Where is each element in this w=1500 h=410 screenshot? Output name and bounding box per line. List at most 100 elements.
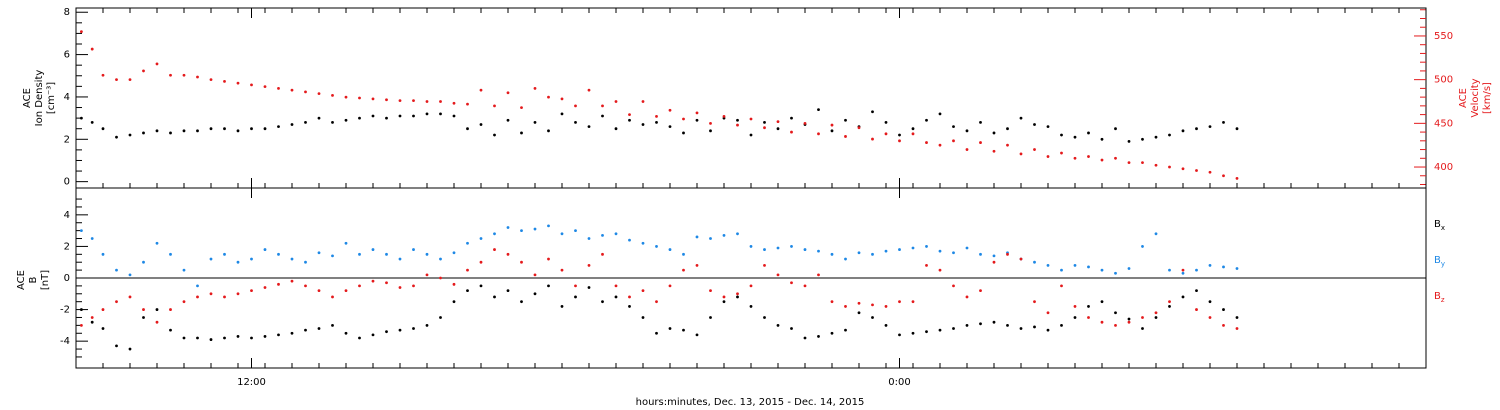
velocity-point [1073, 156, 1077, 160]
bx-point [830, 331, 834, 335]
velocity-point [952, 139, 955, 143]
velocity-point [857, 126, 861, 130]
density-point [506, 118, 510, 122]
by-point [1141, 245, 1144, 248]
by-point [871, 252, 874, 256]
bz-point [223, 295, 226, 299]
by-point [709, 237, 712, 240]
bx-point [169, 328, 172, 332]
bz-point [884, 305, 888, 308]
bz-point [925, 263, 928, 267]
bz-point [1046, 311, 1050, 315]
bz-point [101, 308, 105, 311]
bx-point [128, 347, 132, 351]
density-point [371, 114, 375, 118]
density-point [952, 125, 955, 128]
bx-point [1222, 308, 1225, 311]
velocity-point [1208, 170, 1212, 174]
by-point [614, 232, 618, 236]
bx-point [1019, 327, 1023, 330]
x-tick-label: 0:00 [888, 377, 910, 388]
by-point [493, 232, 496, 236]
bx-point [1046, 328, 1050, 332]
top-ylabel-line1: ACE [22, 88, 33, 108]
by-point [776, 246, 780, 250]
density-point [911, 127, 915, 131]
bx-point [1208, 300, 1212, 304]
velocity-point [790, 130, 793, 134]
by-point [385, 252, 388, 256]
density-point [736, 118, 739, 122]
density-point [223, 127, 226, 131]
velocity-point [304, 90, 307, 94]
by-point [884, 249, 888, 253]
bz-point [304, 284, 307, 288]
bz-point [763, 263, 766, 267]
bz-point [857, 301, 861, 305]
bz-point [250, 289, 253, 293]
bz-point [331, 295, 334, 299]
density-point [520, 131, 523, 135]
bz-point [547, 257, 550, 261]
velocity-point [1114, 156, 1117, 160]
velocity-point [776, 120, 780, 123]
bx-point [398, 328, 402, 332]
velocity-point [479, 88, 483, 92]
bx-point [641, 316, 645, 319]
velocity-point [898, 139, 901, 143]
density-point [844, 118, 847, 122]
bx-point [911, 331, 915, 335]
bx-point [668, 327, 672, 330]
top-right-axis: 400 450 500 550 [1414, 9, 1453, 186]
velocity-point [115, 78, 118, 82]
by-point [142, 260, 145, 264]
by-point [1114, 271, 1117, 275]
top-right-tick-label: 400 [1434, 162, 1453, 173]
bz-point [317, 289, 321, 293]
velocity-point [425, 100, 429, 103]
bx-point [439, 316, 442, 319]
velocity-point [520, 106, 523, 110]
bx-point [250, 336, 253, 340]
x-axis-label: hours:minutes, Dec. 13, 2015 - Dec. 14, … [636, 397, 865, 408]
bx-point [938, 328, 942, 332]
velocity-point [398, 99, 402, 103]
velocity-point [992, 149, 996, 153]
velocity-point [412, 99, 415, 103]
bx-point [749, 305, 753, 308]
velocity-point [574, 104, 577, 108]
bz-point [1033, 300, 1036, 304]
bx-point [925, 330, 928, 334]
bx-point [628, 305, 631, 308]
bz-point [574, 284, 577, 288]
bz-point [1073, 305, 1077, 308]
velocity-point [560, 97, 564, 101]
density-point [709, 129, 712, 133]
by-point [466, 241, 469, 245]
velocity-point [263, 85, 267, 89]
bz-point [128, 295, 132, 299]
bx-point [1006, 323, 1009, 327]
bz-point [1006, 252, 1009, 256]
by-point [952, 251, 955, 255]
by-point [898, 248, 901, 251]
bz-point [412, 284, 415, 288]
x-tick-label: 12:00 [237, 377, 266, 388]
by-point [1033, 260, 1036, 264]
bx-point [776, 323, 780, 327]
bz-point [142, 308, 145, 311]
by-point [1181, 271, 1185, 275]
bz-point [1100, 320, 1104, 324]
velocity-point [1060, 151, 1063, 155]
bz-point [371, 279, 375, 283]
by-point [560, 232, 564, 236]
velocity-point [1100, 158, 1104, 162]
density-point [601, 114, 604, 118]
density-point [790, 116, 793, 120]
bz-point [898, 300, 901, 304]
density-point [1114, 127, 1117, 131]
by-point [682, 252, 685, 256]
velocity-point [722, 114, 726, 118]
density-point [884, 120, 888, 124]
